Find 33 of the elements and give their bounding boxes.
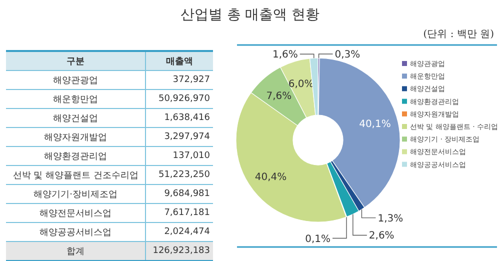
- data-label: 1,638,416: [146, 108, 213, 128]
- text: 구분: [6, 51, 146, 70]
- category-label: 해양건설업: [6, 108, 146, 128]
- data-label: 50,926,970: [146, 90, 213, 108]
- category-label: 해양관광업: [6, 70, 146, 90]
- data-label: 1,3%: [378, 213, 404, 224]
- category-label: 해양전문서비스업: [6, 204, 146, 222]
- category-label: 해양환경관리업: [6, 146, 146, 166]
- category-label: 해양공공서비스업: [6, 222, 146, 242]
- data-label: 0,1%: [305, 234, 330, 245]
- data-label: 1,6%: [272, 50, 298, 61]
- data-label: 0,3%: [334, 50, 360, 61]
- text: 126,923,183: [146, 242, 213, 261]
- category-label: 해운항만업: [6, 90, 146, 108]
- data-label: 3,297,974: [146, 128, 213, 146]
- data-label: 40,4%: [254, 172, 287, 184]
- category-label: 해양자원개발업: [6, 128, 146, 146]
- data-label: 51,223,250: [146, 166, 213, 184]
- category-label: 선박 및 해양플랜트 건조수리업: [6, 166, 146, 184]
- text: 매출액: [146, 51, 213, 70]
- data-label: 7,617,181: [146, 204, 213, 222]
- data-label: 6,0%: [288, 78, 314, 90]
- category-label: 해양기기·장비제조업: [6, 184, 146, 204]
- text: 산업별 총 매출액 현황: [179, 6, 321, 24]
- data-label: 7,6%: [266, 91, 292, 102]
- text: 합계: [6, 242, 146, 261]
- data-label: 40,1%: [359, 118, 391, 130]
- text: (단위 : 백만 원): [423, 28, 494, 41]
- data-label: 2,024,474: [146, 222, 213, 242]
- data-label: 2,6%: [368, 230, 394, 242]
- data-label: 137,010: [146, 146, 213, 166]
- data-label: 372,927: [146, 70, 213, 90]
- data-label: 9,684,981: [146, 184, 213, 204]
